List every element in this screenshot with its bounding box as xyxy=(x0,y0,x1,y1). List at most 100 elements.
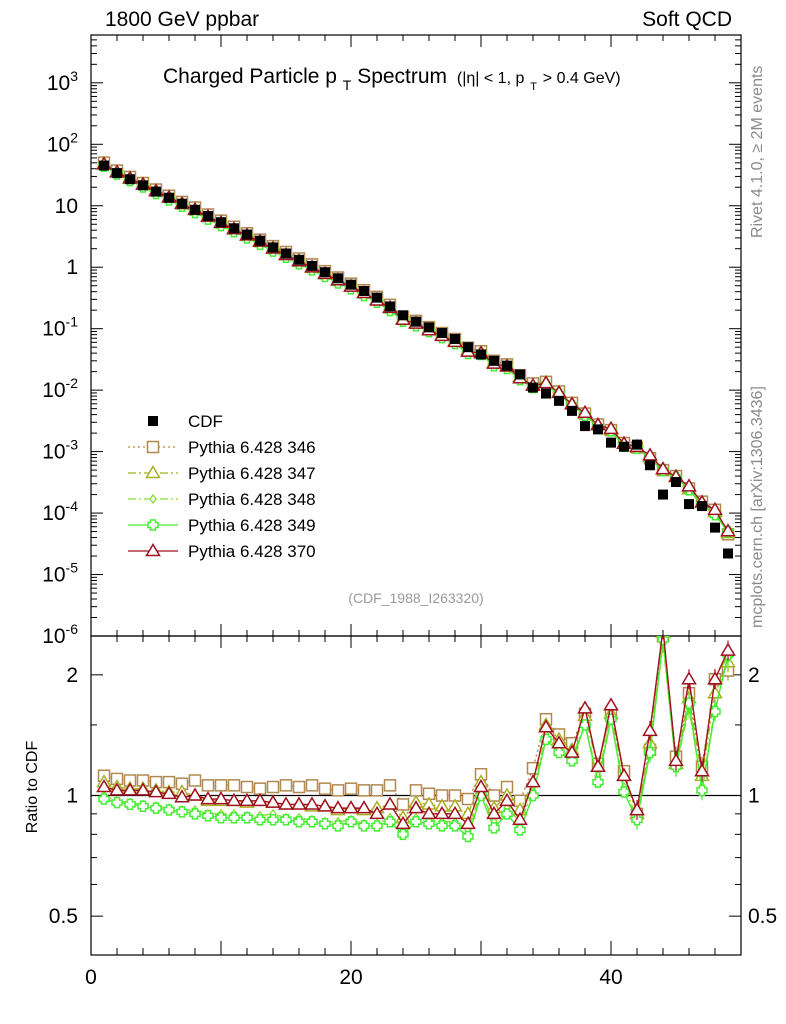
ratio-y-tick-label-right: 0.5 xyxy=(748,905,777,928)
ratio-series-group xyxy=(96,636,736,843)
data-point xyxy=(138,180,148,191)
data-point xyxy=(723,548,733,559)
ratio-point xyxy=(527,789,539,802)
mcplots-label: mcplots.cern.ch [arXiv:1306.3436] xyxy=(749,386,766,628)
ratio-point xyxy=(525,774,541,788)
header-right: Soft QCD xyxy=(642,8,732,31)
ratio-point xyxy=(382,796,398,810)
chart-title-cut-a: (|η| < 1, p xyxy=(457,70,525,87)
ratio-point xyxy=(488,822,500,834)
y-tick-label: 10-5 xyxy=(42,560,78,587)
ratio-point xyxy=(124,798,136,811)
legend-label: Pythia 6.428 347 xyxy=(188,464,316,483)
data-point xyxy=(320,267,330,278)
data-point xyxy=(528,382,538,393)
header-left: 1800 GeV ppbar xyxy=(105,8,260,31)
ratio-y-tick-label-right: 1 xyxy=(748,785,760,808)
ratio-y-tick-label: 0.5 xyxy=(49,905,78,928)
series-point xyxy=(577,404,593,419)
y-tick-label: 10-4 xyxy=(42,498,78,525)
data-point xyxy=(645,460,655,471)
legend-label: Pythia 6.428 346 xyxy=(188,438,316,457)
data-point xyxy=(255,235,265,246)
ratio-ylabel: Ratio to CDF xyxy=(24,741,41,834)
legend-label: Pythia 6.428 370 xyxy=(188,542,316,561)
ratio-point xyxy=(449,820,461,832)
ratio-point xyxy=(642,722,658,737)
ratio-point xyxy=(254,813,266,826)
ratio-point xyxy=(461,792,475,806)
data-point xyxy=(710,522,720,533)
ratio-point xyxy=(98,793,110,805)
ratio-point xyxy=(240,780,254,794)
ratio-point xyxy=(96,779,112,793)
main-series-group xyxy=(96,155,736,559)
chart-title: Charged Particle p T Spectrum (|η| < 1, … xyxy=(163,65,621,95)
ratio-point xyxy=(291,796,307,810)
ratio-point xyxy=(319,818,331,830)
data-point xyxy=(476,349,486,360)
series-point xyxy=(681,478,697,492)
ratio-point xyxy=(202,810,214,822)
data-point xyxy=(619,441,629,452)
ratio-point xyxy=(657,636,669,646)
ratio-point xyxy=(292,780,306,794)
chart-title-main: Charged Particle p xyxy=(163,65,337,88)
ratio-point xyxy=(369,805,385,820)
data-point xyxy=(632,439,642,450)
ratio-point xyxy=(447,805,463,820)
ratio-point xyxy=(318,782,332,795)
chart-title-cut-sub: T xyxy=(530,81,537,93)
ratio-point xyxy=(720,642,736,656)
ratio-point xyxy=(434,805,450,820)
data-point xyxy=(359,286,369,297)
ratio-point xyxy=(696,784,708,797)
ratio-point xyxy=(267,813,279,826)
legend-marker xyxy=(148,416,158,426)
y-tick-label: 10-2 xyxy=(42,375,78,402)
ratio-point xyxy=(174,789,190,803)
data-point xyxy=(580,421,590,432)
chart-titles: Charged Particle p T Spectrum (|η| < 1, … xyxy=(24,65,621,833)
ratio-point xyxy=(213,791,229,805)
ratio-point xyxy=(370,784,384,797)
series-point xyxy=(603,420,619,435)
ratio-point xyxy=(592,776,604,788)
data-point xyxy=(125,174,135,185)
ratio-point xyxy=(395,815,411,830)
legend-label: Pythia 6.428 349 xyxy=(188,516,316,535)
ratio-point xyxy=(332,820,344,832)
ratio-point xyxy=(161,785,177,800)
data-point xyxy=(593,424,603,435)
ratio-point xyxy=(280,813,292,826)
data-point xyxy=(697,501,707,512)
ratio-point xyxy=(293,816,305,828)
ratio-point xyxy=(514,824,526,836)
ratio-point xyxy=(189,808,201,820)
ratio-point xyxy=(473,779,489,793)
ratio-point xyxy=(577,700,593,714)
y-tick-label: 10 xyxy=(55,195,78,218)
ratio-point xyxy=(616,767,632,782)
ratio-point xyxy=(603,697,619,711)
ratio-point xyxy=(397,828,409,841)
y-tick-label: 1 xyxy=(66,256,78,279)
ratio-point xyxy=(135,782,151,796)
ratio-point xyxy=(694,763,710,777)
ratio-point xyxy=(304,796,320,810)
ratio-point xyxy=(188,774,202,787)
ratio-point xyxy=(305,779,319,792)
data-point xyxy=(229,223,239,234)
data-point xyxy=(177,198,187,209)
ratio-point xyxy=(227,779,241,792)
y-tick-label: 103 xyxy=(47,68,78,95)
chart-title-sub: T xyxy=(343,77,352,93)
data-point xyxy=(398,310,408,321)
ratio-point xyxy=(629,802,645,816)
data-point xyxy=(424,322,434,333)
ratio-point xyxy=(215,812,227,824)
series-point xyxy=(538,375,554,389)
ratio-point xyxy=(279,779,293,792)
x-tick-label: 0 xyxy=(85,966,97,989)
